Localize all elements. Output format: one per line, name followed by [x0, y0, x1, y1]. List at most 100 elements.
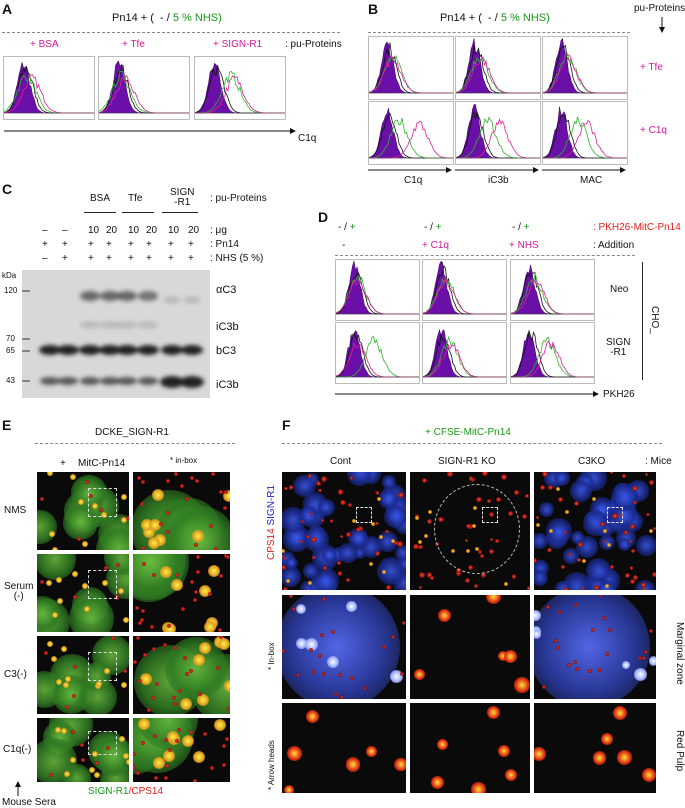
spot [72, 694, 77, 699]
spot [369, 562, 374, 567]
micrograph [37, 554, 129, 632]
spot [47, 472, 54, 476]
spot [329, 518, 334, 523]
spot [577, 557, 582, 562]
spot [521, 513, 528, 520]
spot [311, 555, 316, 560]
separator [335, 255, 635, 256]
spot [633, 500, 638, 505]
spot [643, 650, 648, 655]
spot [83, 605, 90, 612]
spot [135, 771, 140, 776]
spot [152, 572, 157, 577]
spot [70, 756, 77, 763]
spot [602, 539, 606, 544]
spot [222, 505, 227, 510]
spot [178, 688, 183, 693]
spot [546, 547, 552, 553]
spot [163, 775, 168, 780]
spot [56, 597, 63, 604]
spot [184, 497, 189, 502]
spot [486, 706, 500, 720]
spot [558, 496, 563, 502]
spot [555, 645, 560, 650]
spot [171, 695, 176, 700]
spot [305, 637, 319, 652]
spot [562, 548, 579, 565]
spot [649, 480, 655, 486]
zone-outline [434, 483, 520, 575]
spot [162, 643, 167, 648]
spot [174, 738, 179, 743]
spot [137, 621, 142, 626]
spot [500, 474, 507, 480]
spot [216, 666, 221, 671]
spot [366, 745, 378, 757]
group-bracket [162, 212, 198, 213]
axis-arrow [4, 128, 296, 134]
spot [194, 478, 199, 483]
axis-label: C1q [404, 175, 423, 186]
spot [536, 515, 540, 519]
spot [289, 595, 294, 599]
axis-label: iC3b [488, 175, 509, 186]
micrograph [534, 703, 656, 793]
spot [219, 636, 224, 640]
spot [151, 489, 164, 502]
spot [645, 473, 649, 477]
spot [104, 667, 111, 674]
condition-label: : NHS (5 %) [210, 253, 264, 264]
spot [89, 494, 94, 499]
spot [153, 775, 158, 780]
spot [422, 477, 428, 483]
spot [295, 603, 307, 615]
condition-cell: – [42, 253, 48, 264]
row-label: C3(-) [4, 669, 27, 680]
spot [100, 511, 107, 518]
row-label: : pu-Proteins [285, 39, 342, 50]
separator [35, 443, 235, 444]
spot [162, 750, 175, 763]
spot [283, 784, 295, 793]
spot [88, 767, 95, 774]
spot [133, 763, 136, 768]
header-text: 5 % NHS) [172, 12, 222, 24]
spot [398, 492, 404, 498]
spot [539, 484, 546, 491]
spot [101, 580, 108, 587]
spot [49, 530, 56, 537]
axis-title: kDa [2, 271, 17, 280]
row-label: + C1q [640, 125, 667, 136]
spot [618, 538, 632, 552]
panel-label: E [2, 417, 12, 433]
spot [464, 578, 470, 584]
spot [203, 731, 208, 736]
spot [219, 573, 224, 578]
spot [320, 518, 324, 522]
spot [174, 472, 179, 476]
spot [80, 757, 85, 762]
spot [534, 629, 542, 639]
spot [199, 642, 212, 655]
spot [80, 743, 85, 748]
micrograph [37, 472, 129, 550]
micrograph [534, 472, 656, 590]
spot [125, 515, 129, 520]
spot [588, 669, 593, 674]
stain-text: /CPS14 [128, 786, 164, 797]
spot [418, 544, 423, 549]
spot [415, 515, 420, 520]
spot [312, 669, 317, 674]
spot [623, 530, 629, 535]
spot [46, 641, 53, 648]
spot [295, 638, 307, 650]
spot [648, 655, 656, 666]
arrow [659, 17, 665, 33]
spot [592, 497, 597, 502]
spot [630, 579, 636, 585]
spot [196, 569, 201, 574]
spot [347, 472, 373, 486]
histogram [510, 259, 595, 321]
histogram-fill [423, 260, 506, 315]
